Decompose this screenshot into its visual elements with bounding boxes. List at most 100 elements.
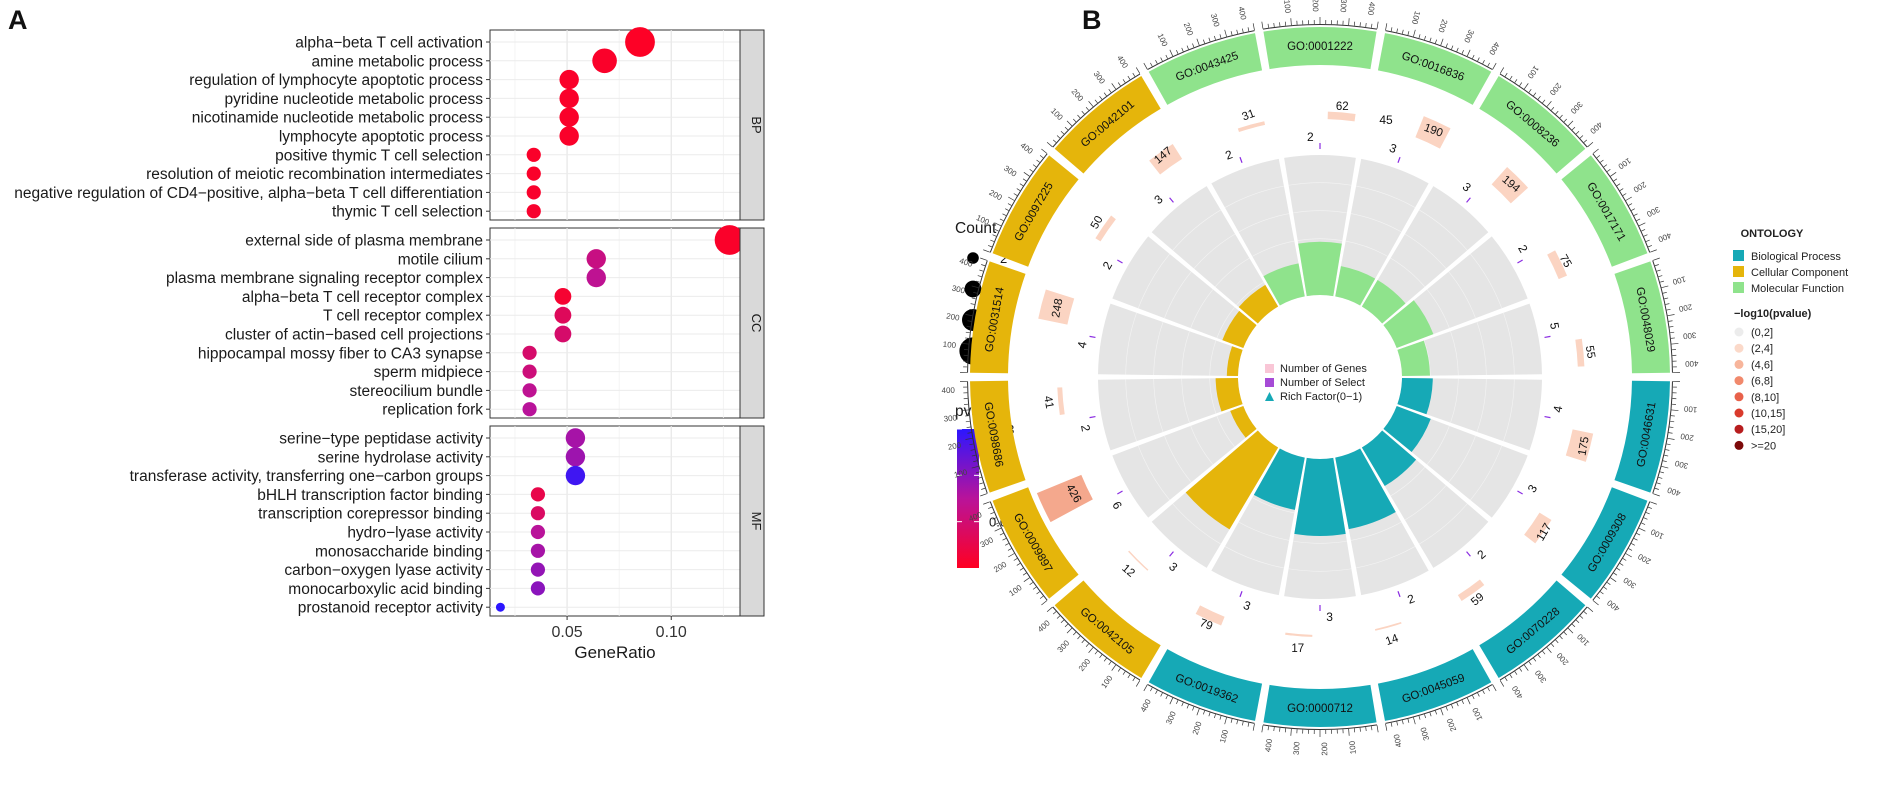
- data-point: [559, 88, 579, 109]
- ontology-band: [1377, 649, 1492, 721]
- scale-tick: [1445, 43, 1448, 48]
- rich-factor-track: [1361, 186, 1489, 324]
- scale-tick-label: 200: [1555, 651, 1571, 667]
- ontology-band: [1479, 76, 1586, 174]
- scale-tick: [1127, 75, 1131, 80]
- ontology-band: [992, 155, 1079, 267]
- scale-tick-label: 200: [1636, 551, 1653, 566]
- scale-tick-label: 400: [941, 386, 955, 395]
- scale-tick: [1451, 704, 1454, 709]
- scale-tick: [971, 285, 979, 289]
- scale-tick: [1575, 619, 1580, 623]
- data-point: [530, 562, 546, 577]
- rich-factor-grid: [1293, 540, 1347, 544]
- scale-tick: [1230, 31, 1233, 36]
- rich-factor-track: [1112, 405, 1257, 518]
- number-of-select-bar: [1117, 490, 1123, 495]
- scale-tick: [1616, 183, 1621, 187]
- number-of-select-bar: [1544, 416, 1551, 419]
- scale-tick: [1186, 45, 1189, 50]
- scale-tick: [1664, 297, 1669, 300]
- scale-tick: [1592, 148, 1599, 154]
- scale-tick: [1117, 82, 1121, 87]
- scale-tick: [1587, 141, 1594, 148]
- number-of-genes-bar: [1195, 605, 1225, 626]
- scale-tick-label: 300: [1645, 205, 1661, 219]
- scale-tick: [971, 465, 979, 469]
- rich-factor-grid: [1209, 378, 1217, 414]
- rich-factor-track: [1397, 303, 1542, 376]
- scale-tick: [1482, 690, 1485, 694]
- rich-factor-bar: [1215, 378, 1243, 412]
- scale-tick-label: 100: [1282, 0, 1292, 14]
- scale-tick-label: 300: [1533, 668, 1548, 685]
- scale-tick: [1155, 60, 1158, 64]
- scale-tick: [1192, 706, 1195, 711]
- pvalue-legend-label: (10,15]: [1751, 408, 1785, 420]
- scale-tick: [1418, 715, 1421, 720]
- scale-tick: [1252, 23, 1255, 31]
- ontology-band: [1263, 684, 1377, 727]
- scale-tick: [1036, 591, 1040, 595]
- scale-tick: [1039, 595, 1044, 599]
- term-label: monocarboxylic acid binding: [288, 581, 483, 598]
- number-of-genes-bar: [1374, 621, 1402, 631]
- term-label: pyridine nucleotide metabolic process: [225, 91, 484, 108]
- data-point: [559, 69, 579, 90]
- term-label: sperm midpiece: [374, 364, 483, 381]
- scale-tick-label: 300: [1338, 0, 1348, 13]
- data-point: [554, 306, 572, 324]
- scale-tick-label: 200: [1182, 21, 1195, 37]
- number-of-genes-label: 175: [1577, 436, 1592, 457]
- scale-tick: [976, 280, 981, 283]
- term-label: lymphocyte apoptotic process: [279, 129, 483, 146]
- rich-factor-bar: [1298, 241, 1342, 297]
- scale-tick: [1165, 695, 1168, 700]
- scale-tick: [1662, 460, 1667, 463]
- scale-tick-label: 200: [1678, 302, 1693, 313]
- rich-factor-track: [1098, 303, 1243, 376]
- scale-tick: [1261, 725, 1264, 733]
- term-label: bHLH transcription factor binding: [257, 487, 483, 504]
- scale-tick: [1005, 208, 1009, 211]
- scale-tick-label: 400: [1588, 120, 1604, 136]
- number-of-select-label: 3: [1151, 192, 1165, 207]
- scale-tick: [1088, 100, 1094, 107]
- scale-tick: [1094, 99, 1098, 104]
- number-of-genes-bar: [1575, 338, 1585, 367]
- ontology-band: [992, 487, 1079, 599]
- scale-tick: [961, 409, 969, 411]
- scale-tick: [1656, 482, 1661, 485]
- scale-tick: [1613, 572, 1618, 576]
- scale-tick: [1005, 543, 1009, 546]
- scale-tick: [1029, 168, 1034, 172]
- number-of-genes-bar: [1149, 144, 1183, 175]
- size-legend-label: 2: [1000, 251, 1007, 266]
- rich-factor-grid: [1293, 210, 1347, 214]
- scale-tick-label: 200: [1679, 431, 1694, 442]
- number-of-select-label: 2: [1474, 547, 1488, 562]
- scale-tick: [977, 275, 982, 278]
- number-of-select-bar: [1544, 335, 1551, 338]
- number-of-select-label: 4: [1075, 340, 1090, 349]
- scale-tick: [1661, 285, 1669, 289]
- number-of-select-label: 3: [1460, 180, 1474, 195]
- scale-tick: [1413, 717, 1416, 725]
- term-label: carbon−oxygen lyase activity: [284, 562, 483, 579]
- scale-tick-label: 300: [979, 535, 995, 549]
- scale-tick: [969, 443, 974, 446]
- scale-tick: [1613, 178, 1618, 182]
- pvalue-legend-swatch: [1734, 376, 1744, 386]
- number-of-genes-label: 62: [1336, 101, 1349, 113]
- scale-tick: [1122, 671, 1126, 675]
- scale-tick: [1492, 684, 1497, 692]
- scale-tick: [1267, 726, 1269, 731]
- scale-tick: [1371, 23, 1373, 28]
- scale-tick-label: 300: [1092, 70, 1107, 87]
- scale-tick: [1094, 650, 1098, 655]
- scale-tick: [1641, 229, 1646, 232]
- scale-tick: [1596, 595, 1601, 599]
